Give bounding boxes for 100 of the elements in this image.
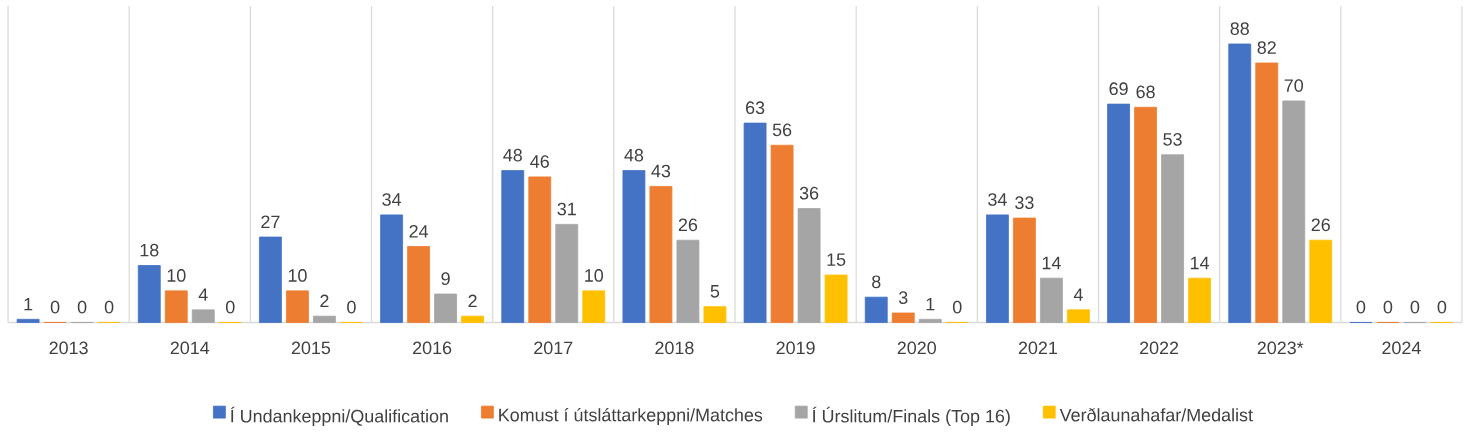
data-label: 34 xyxy=(382,192,402,206)
bar xyxy=(1013,217,1036,323)
data-label: 0 xyxy=(1437,300,1447,314)
x-tick-label: 2017 xyxy=(534,341,573,355)
data-label: 36 xyxy=(799,186,819,200)
data-label: 43 xyxy=(651,164,671,178)
bar xyxy=(313,315,336,323)
bar xyxy=(891,312,915,323)
data-label: 5 xyxy=(710,284,720,298)
data-label: 14 xyxy=(1042,256,1061,269)
bar xyxy=(555,223,579,323)
data-label: 27 xyxy=(261,215,280,228)
bar xyxy=(622,170,646,323)
data-label: 3 xyxy=(898,291,908,304)
data-label: 1 xyxy=(24,297,33,311)
legend-label: Komust í útsláttarkeppni/Matches xyxy=(499,407,763,425)
data-label: 10 xyxy=(288,268,307,282)
data-label: 1 xyxy=(926,297,935,311)
bar xyxy=(1134,106,1157,323)
bar xyxy=(1188,277,1211,323)
data-label: 26 xyxy=(1311,218,1330,232)
data-label: 56 xyxy=(772,123,792,137)
bar xyxy=(1067,309,1090,323)
bar xyxy=(1161,154,1184,323)
data-label: 0 xyxy=(1356,300,1366,314)
data-label: 0 xyxy=(77,300,87,314)
data-label: 0 xyxy=(104,300,114,314)
data-label: 0 xyxy=(1410,300,1420,314)
bar xyxy=(864,296,888,323)
bar xyxy=(918,318,942,323)
x-tick-label: 2021 xyxy=(1018,341,1057,355)
bar xyxy=(434,293,457,323)
bar xyxy=(824,274,848,323)
data-label: 4 xyxy=(198,288,208,301)
bar xyxy=(986,214,1009,323)
data-label: 34 xyxy=(988,192,1007,206)
data-label: 0 xyxy=(1383,300,1393,314)
data-label: 70 xyxy=(1284,79,1304,92)
data-label: 31 xyxy=(557,202,576,216)
bar xyxy=(1228,43,1252,323)
data-label: 2 xyxy=(320,294,329,307)
data-label: 26 xyxy=(678,218,698,232)
bar xyxy=(1107,103,1130,323)
bar xyxy=(1309,239,1333,323)
data-label: 46 xyxy=(530,155,549,168)
data-label: 10 xyxy=(167,268,186,282)
bar xyxy=(1040,277,1063,323)
x-tick-label: 2015 xyxy=(291,341,331,355)
bar xyxy=(743,122,767,323)
x-tick-label: 2022 xyxy=(1140,341,1179,355)
data-label: 10 xyxy=(585,268,604,282)
bar xyxy=(16,318,40,323)
bar xyxy=(582,290,606,323)
x-tick-label: 2014 xyxy=(170,341,210,355)
x-tick-label: 2016 xyxy=(413,341,452,355)
data-label: 0 xyxy=(952,300,962,314)
data-label: 33 xyxy=(1015,196,1034,209)
bar xyxy=(528,176,552,323)
data-label: 63 xyxy=(746,101,765,114)
bar xyxy=(649,185,673,323)
data-label: 9 xyxy=(441,272,450,285)
data-label: 82 xyxy=(1257,41,1276,54)
x-tick-label: 2023* xyxy=(1257,341,1304,355)
data-label: 53 xyxy=(1163,132,1182,146)
data-label: 18 xyxy=(140,243,159,257)
data-label: 0 xyxy=(347,300,356,314)
x-tick-label: 2019 xyxy=(776,341,815,355)
bar xyxy=(770,144,794,323)
bar xyxy=(380,214,403,323)
data-label: 88 xyxy=(1230,22,1249,35)
bar xyxy=(259,236,282,323)
data-label: 0 xyxy=(225,300,235,314)
data-label: 48 xyxy=(624,148,644,162)
bar xyxy=(703,306,727,323)
bar xyxy=(286,290,309,323)
data-label: 8 xyxy=(872,275,881,288)
x-tick-label: 2013 xyxy=(49,341,88,355)
data-label: 48 xyxy=(503,148,522,162)
legend-label: Í Undankeppni/Qualification xyxy=(230,406,448,426)
x-tick-label: 2024 xyxy=(1382,341,1421,355)
data-label: 4 xyxy=(1073,288,1083,301)
data-label: 69 xyxy=(1109,82,1128,95)
data-label: 68 xyxy=(1136,85,1155,99)
bar xyxy=(797,208,821,323)
bar xyxy=(1282,100,1306,323)
data-label: 24 xyxy=(409,224,429,238)
bar xyxy=(461,315,484,323)
bar xyxy=(676,239,700,323)
bar xyxy=(137,264,161,323)
bar xyxy=(191,309,215,323)
legend-label: Verðlaunahafar/Medalist xyxy=(1059,407,1253,422)
bar xyxy=(1255,62,1279,323)
x-tick-label: 2020 xyxy=(897,341,936,355)
bar xyxy=(407,245,430,323)
data-label: 15 xyxy=(827,253,846,266)
bar xyxy=(164,290,188,323)
legend-label: Í Úrslitum/Finals (Top 16) xyxy=(812,406,1010,426)
bar xyxy=(501,170,525,323)
data-label: 0 xyxy=(50,300,60,314)
data-label: 2 xyxy=(468,294,477,307)
